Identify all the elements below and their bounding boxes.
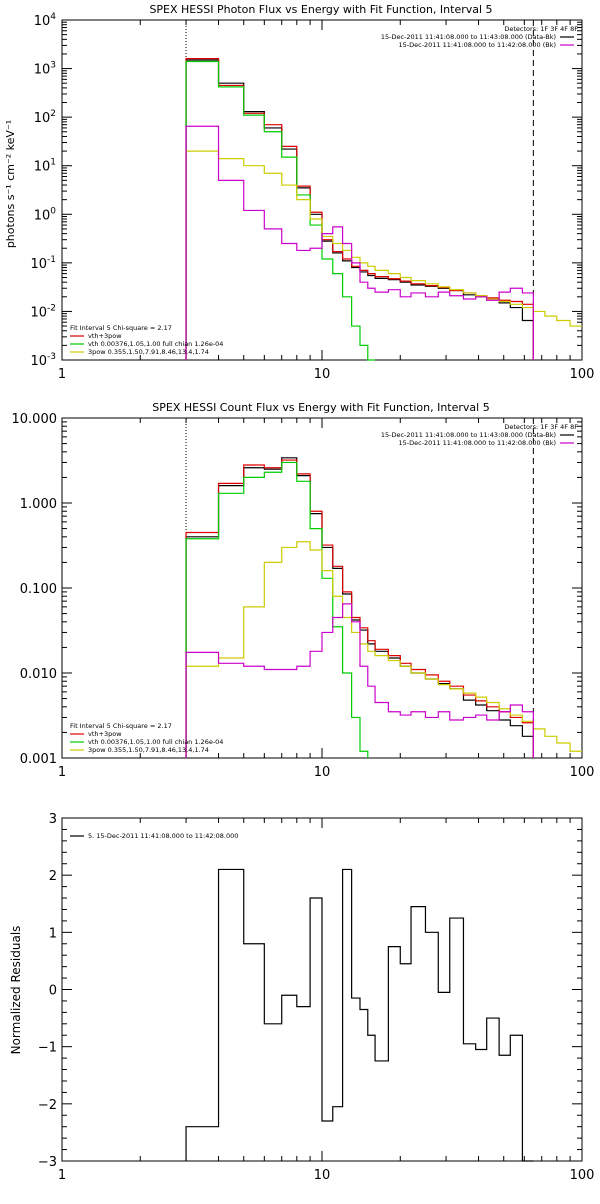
- y-tick-base: 10: [30, 257, 47, 272]
- y-tick-label: 10.000: [12, 412, 58, 427]
- plot-frame: [61, 417, 583, 759]
- x-tick-label: 100: [570, 765, 595, 780]
- y-tick-label: −2: [38, 1098, 57, 1113]
- series-group: [185, 868, 534, 1162]
- series-group: [185, 58, 582, 361]
- x-tick-label: 1: [58, 1168, 66, 1183]
- y-tick-label: 102: [34, 109, 56, 126]
- chart-title: SPEX HESSI Count Flux vs Energy with Fit…: [152, 401, 489, 414]
- y-tick-label: 10-1: [30, 255, 56, 272]
- series-line: [185, 58, 534, 360]
- reference-lines: [185, 418, 534, 758]
- legend-entry-label: 5. 15-Dec-2011 11:41:08.000 to 11:42:08.…: [88, 832, 238, 840]
- series-line: [185, 459, 534, 758]
- y-tick-label: 103: [34, 61, 56, 78]
- y-tick-exponent: 4: [50, 12, 56, 22]
- y-tick-label: 0: [49, 984, 57, 999]
- series-group: [185, 457, 582, 758]
- x-tick-label: 100: [570, 367, 595, 382]
- legend-entry-label: 15-Dec-2011 11:41:08.000 to 11:43:08.000…: [381, 33, 556, 41]
- x-tick-label: 10: [314, 1168, 331, 1183]
- chart-title: SPEX HESSI Photon Flux vs Energy with Fi…: [149, 3, 492, 16]
- series-line: [185, 541, 582, 758]
- axis-ticks: 1 10 100 −3 −2 −1 0 1 2 3: [38, 812, 595, 1183]
- series-line: [185, 868, 534, 1162]
- y-axis-label: photons s⁻¹ cm⁻² keV⁻¹: [4, 120, 17, 248]
- legend-entry-label: 15-Dec-2011 11:41:08.000 to 11:43:08.000…: [381, 431, 556, 439]
- x-tick-label: 100: [570, 1168, 595, 1183]
- legend-entry-label: Fit Interval 5 Chi-square = 2.17: [70, 722, 172, 730]
- residuals-panel: Normalized Residuals 1 10 100 −3 −2 −1 0 1 2 3 5.…: [9, 812, 594, 1183]
- legend-bottom-left: Fit Interval 5 Chi-square = 2.17vth+3pow…: [70, 324, 223, 356]
- y-tick-exponent: 2: [50, 109, 56, 119]
- series-line: [185, 457, 534, 758]
- plot-frame: [61, 19, 583, 361]
- axis-ticks: 1 10 100 0.001 0.010 0.100 1.000 10.000: [12, 412, 595, 780]
- series-line: [185, 60, 376, 361]
- y-tick-label: 10-2: [30, 303, 56, 320]
- legend-bottom-left: Fit Interval 5 Chi-square = 2.17vth+3pow…: [70, 722, 223, 754]
- legend-entry-label: Fit Interval 5 Chi-square = 2.17: [70, 324, 172, 332]
- y-tick-label: 0.010: [20, 667, 57, 682]
- legend-entry-label: vth 0.00376,1.05,1.00 full chian 1.26e-0…: [88, 340, 223, 348]
- y-tick-base: 10: [34, 63, 51, 78]
- y-tick-label: −3: [38, 1155, 57, 1170]
- photon-flux-panel: SPEX HESSI Photon Flux vs Energy with Fi…: [4, 3, 594, 382]
- y-tick-label: 3: [49, 812, 57, 827]
- count-flux-panel: SPEX HESSI Count Flux vs Energy with Fit…: [12, 401, 595, 780]
- y-tick-base: 10: [30, 305, 47, 320]
- y-tick-label: 10-3: [30, 352, 56, 369]
- legend-entry-label: Detectors: 1F 3F 4F 8F: [504, 25, 578, 33]
- y-tick-label: 100: [34, 206, 57, 223]
- series-line: [185, 603, 534, 758]
- y-tick-exponent: -2: [47, 303, 56, 313]
- y-tick-exponent: -1: [47, 255, 56, 265]
- x-tick-label: 10: [314, 765, 331, 780]
- series-line: [185, 59, 534, 360]
- y-tick-exponent: 3: [50, 61, 56, 71]
- y-tick-label: 1: [49, 926, 57, 941]
- reference-lines: [185, 20, 534, 360]
- y-tick-exponent: 0: [50, 206, 56, 216]
- legend-entry-label: 15-Dec-2011 11:41:08.000 to 11:42:08.000…: [399, 439, 557, 447]
- y-tick-exponent: -3: [47, 352, 56, 362]
- y-tick-exponent: 1: [50, 158, 56, 168]
- y-tick-base: 10: [34, 160, 51, 175]
- y-tick-label: 1.000: [20, 497, 57, 512]
- legend-entry-label: vth 0.00376,1.05,1.00 full chian 1.26e-0…: [88, 738, 223, 746]
- x-tick-label: 1: [58, 765, 66, 780]
- y-tick-label: 104: [34, 12, 57, 29]
- legend-entry-label: vth+3pow: [88, 730, 122, 738]
- legend-top-left: 5. 15-Dec-2011 11:41:08.000 to 11:42:08.…: [70, 832, 238, 840]
- legend-entry-label: 3pow 0.355,1.50,7.91,8.46,13.4,1.74: [88, 746, 209, 754]
- y-tick-base: 10: [30, 354, 47, 369]
- series-line: [185, 125, 534, 360]
- x-tick-label: 1: [58, 367, 66, 382]
- y-tick-base: 10: [34, 14, 51, 29]
- y-tick-label: −1: [38, 1041, 57, 1056]
- legend-entry-label: Detectors: 1F 3F 4F 8F: [504, 423, 578, 431]
- y-tick-label: 101: [34, 158, 56, 175]
- legend-entry-label: 3pow 0.355,1.50,7.91,8.46,13.4,1.74: [88, 348, 209, 356]
- y-axis-label: Normalized Residuals: [9, 926, 23, 1055]
- y-tick-label: 0.001: [20, 752, 57, 767]
- y-tick-label: 2: [49, 869, 57, 884]
- series-line: [185, 150, 582, 360]
- legend-entry-label: vth+3pow: [88, 332, 122, 340]
- y-tick-base: 10: [34, 208, 51, 223]
- y-tick-label: 0.100: [20, 582, 57, 597]
- legend-entry-label: 15-Dec-2011 11:41:08.000 to 11:42:08.000…: [399, 41, 557, 49]
- x-tick-label: 10: [314, 367, 331, 382]
- y-tick-base: 10: [34, 111, 51, 126]
- series-line: [185, 461, 369, 758]
